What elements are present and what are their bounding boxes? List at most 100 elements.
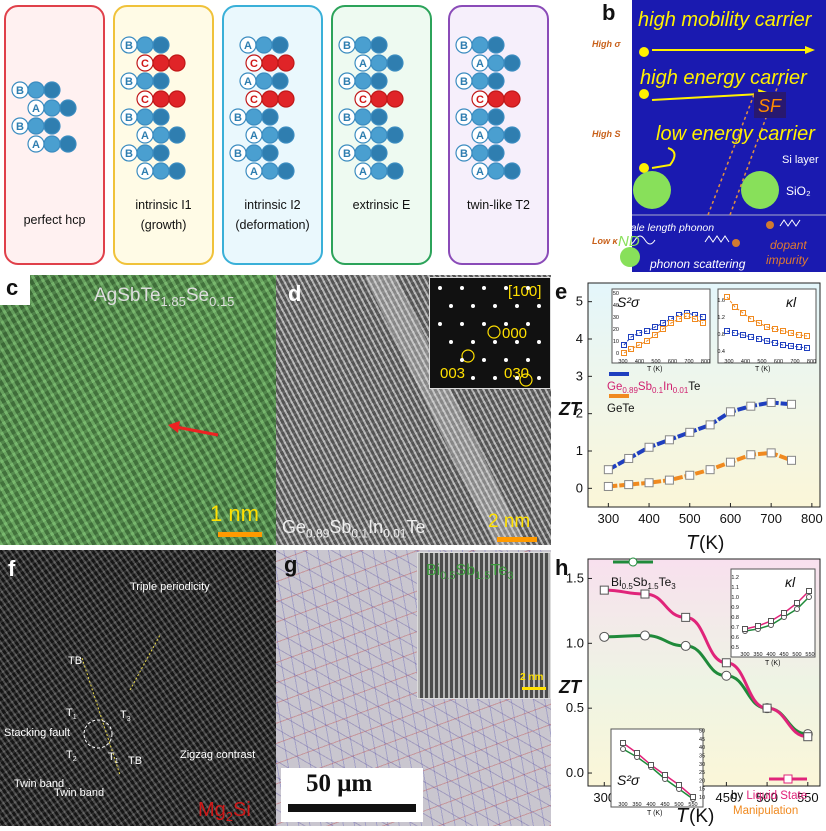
- layer-letter: A: [250, 166, 258, 178]
- inset-h1-y-tick: 1.1: [731, 585, 739, 591]
- inset-e1-x-tick: 500: [651, 359, 660, 365]
- inset-e1-y-tick: 40: [613, 303, 619, 309]
- atom: [471, 108, 489, 126]
- data-point: [705, 465, 715, 475]
- diffraction-spot: [482, 322, 486, 326]
- inset-h-point: [634, 750, 640, 756]
- inset-h-2-label: S²σ: [617, 772, 640, 788]
- layer-letter: A: [476, 130, 484, 142]
- inset-h-1: [730, 568, 816, 658]
- y-tick-label: 0.0: [566, 765, 584, 780]
- legend-label-1: Ge0.89Sb0.1In0.01Te: [607, 381, 700, 395]
- panel-h: h 300 350 400 450 500 550 0.0 0.5 1.0 1.5 ZT T (K…: [551, 553, 826, 827]
- inset-h-point: [806, 594, 812, 600]
- atom: [487, 36, 505, 54]
- formula-d-s2: 0.1: [351, 526, 369, 541]
- atom: [503, 126, 521, 144]
- inset-h-point: [620, 746, 626, 752]
- x-tick-label: 700: [760, 511, 782, 526]
- atom: [59, 99, 77, 117]
- data-point: [644, 478, 654, 488]
- carrier-arrow-3: [651, 147, 676, 169]
- layer-letter: C: [250, 94, 258, 106]
- atom: [386, 54, 404, 72]
- atom: [261, 54, 279, 72]
- layer-letter: A: [250, 130, 258, 142]
- inset-e1-x-tick: 800: [701, 359, 710, 365]
- inset-h-2: [610, 728, 704, 808]
- data-point: [644, 442, 654, 452]
- xunit-h: (K): [689, 806, 714, 826]
- inset-e-2-xlabel: T (K): [755, 366, 770, 373]
- atom: [168, 90, 186, 108]
- energy-diagram: High σ High S Low κ high mobility carrie…: [590, 0, 826, 272]
- dopant-label: dopant: [770, 238, 807, 252]
- layer-letter: B: [460, 40, 468, 52]
- layer-letter: A: [32, 103, 40, 115]
- formula-g-s3: 3: [507, 570, 514, 583]
- y-tick-label: 4: [576, 331, 583, 346]
- diagram-bg: [632, 0, 826, 272]
- y-tick-label: 1.5: [566, 570, 584, 585]
- sio2-label: SiO₂: [786, 184, 811, 198]
- inset-e-line: [726, 296, 808, 337]
- sf-f-label: Stacking fault: [4, 727, 70, 739]
- diffraction-spot: [537, 304, 541, 308]
- card-label-3: intrinsic I2: [244, 198, 301, 212]
- card-label-4: extrinsic E: [352, 198, 411, 212]
- inset-e1-x-tick: 700: [684, 359, 693, 365]
- atom: [487, 54, 505, 72]
- diffraction-spot: [493, 340, 497, 344]
- atom: [152, 144, 170, 162]
- t1a-label: T1: [66, 707, 77, 721]
- phonon-wave-2: [704, 235, 730, 243]
- nd-label: ND: [618, 233, 640, 250]
- data-point: [721, 658, 731, 668]
- inset-e-point: [732, 330, 738, 336]
- atom: [261, 144, 279, 162]
- diffraction-spot: [504, 322, 508, 326]
- formula-g-b: Sb: [455, 562, 476, 579]
- atom: [261, 90, 279, 108]
- atom: [43, 99, 61, 117]
- formula-f: Mg2Si: [198, 799, 251, 824]
- inset-e-point: [700, 314, 706, 320]
- inset-h2-y-tick: 25: [699, 770, 705, 776]
- diffraction-spot: [438, 286, 442, 290]
- defect-arrow: [175, 425, 219, 437]
- atom: [277, 54, 295, 72]
- diffraction-spot: [537, 340, 541, 344]
- impurity-label: impurity: [766, 253, 809, 267]
- inset-h1-x-tick: 500: [792, 652, 801, 658]
- ylabel-e: ZT: [558, 399, 583, 419]
- formula-d-d: Te: [406, 517, 426, 537]
- data-point: [664, 435, 674, 445]
- data-point: [721, 670, 732, 681]
- atom: [261, 162, 279, 180]
- t1b-label: T1: [108, 751, 119, 765]
- layer-letter: B: [16, 121, 24, 133]
- atom: [136, 108, 154, 126]
- layer-letter: B: [125, 112, 133, 124]
- atom: [370, 108, 388, 126]
- panel-d: d [100] 000 003 030 Ge0.89Sb0.1In0.01Te …: [276, 275, 551, 545]
- stacking-fault-circle: [83, 719, 113, 749]
- atom: [271, 72, 289, 90]
- atom: [152, 54, 170, 72]
- nanodot-2: [741, 171, 779, 209]
- spot-000-label: 000: [502, 325, 527, 342]
- inset-h2-y-tick: 15: [699, 787, 705, 793]
- xlabel-h: T: [676, 805, 690, 826]
- inset-e-2-label: κl: [786, 294, 797, 310]
- layer-letter: B: [460, 112, 468, 124]
- sf-line-2: [707, 91, 756, 216]
- atom: [255, 36, 273, 54]
- x-tick-label: 800: [801, 511, 823, 526]
- inset-h1-y-tick: 0.7: [731, 625, 739, 631]
- data-point: [681, 612, 691, 622]
- diffraction-spot: [471, 340, 475, 344]
